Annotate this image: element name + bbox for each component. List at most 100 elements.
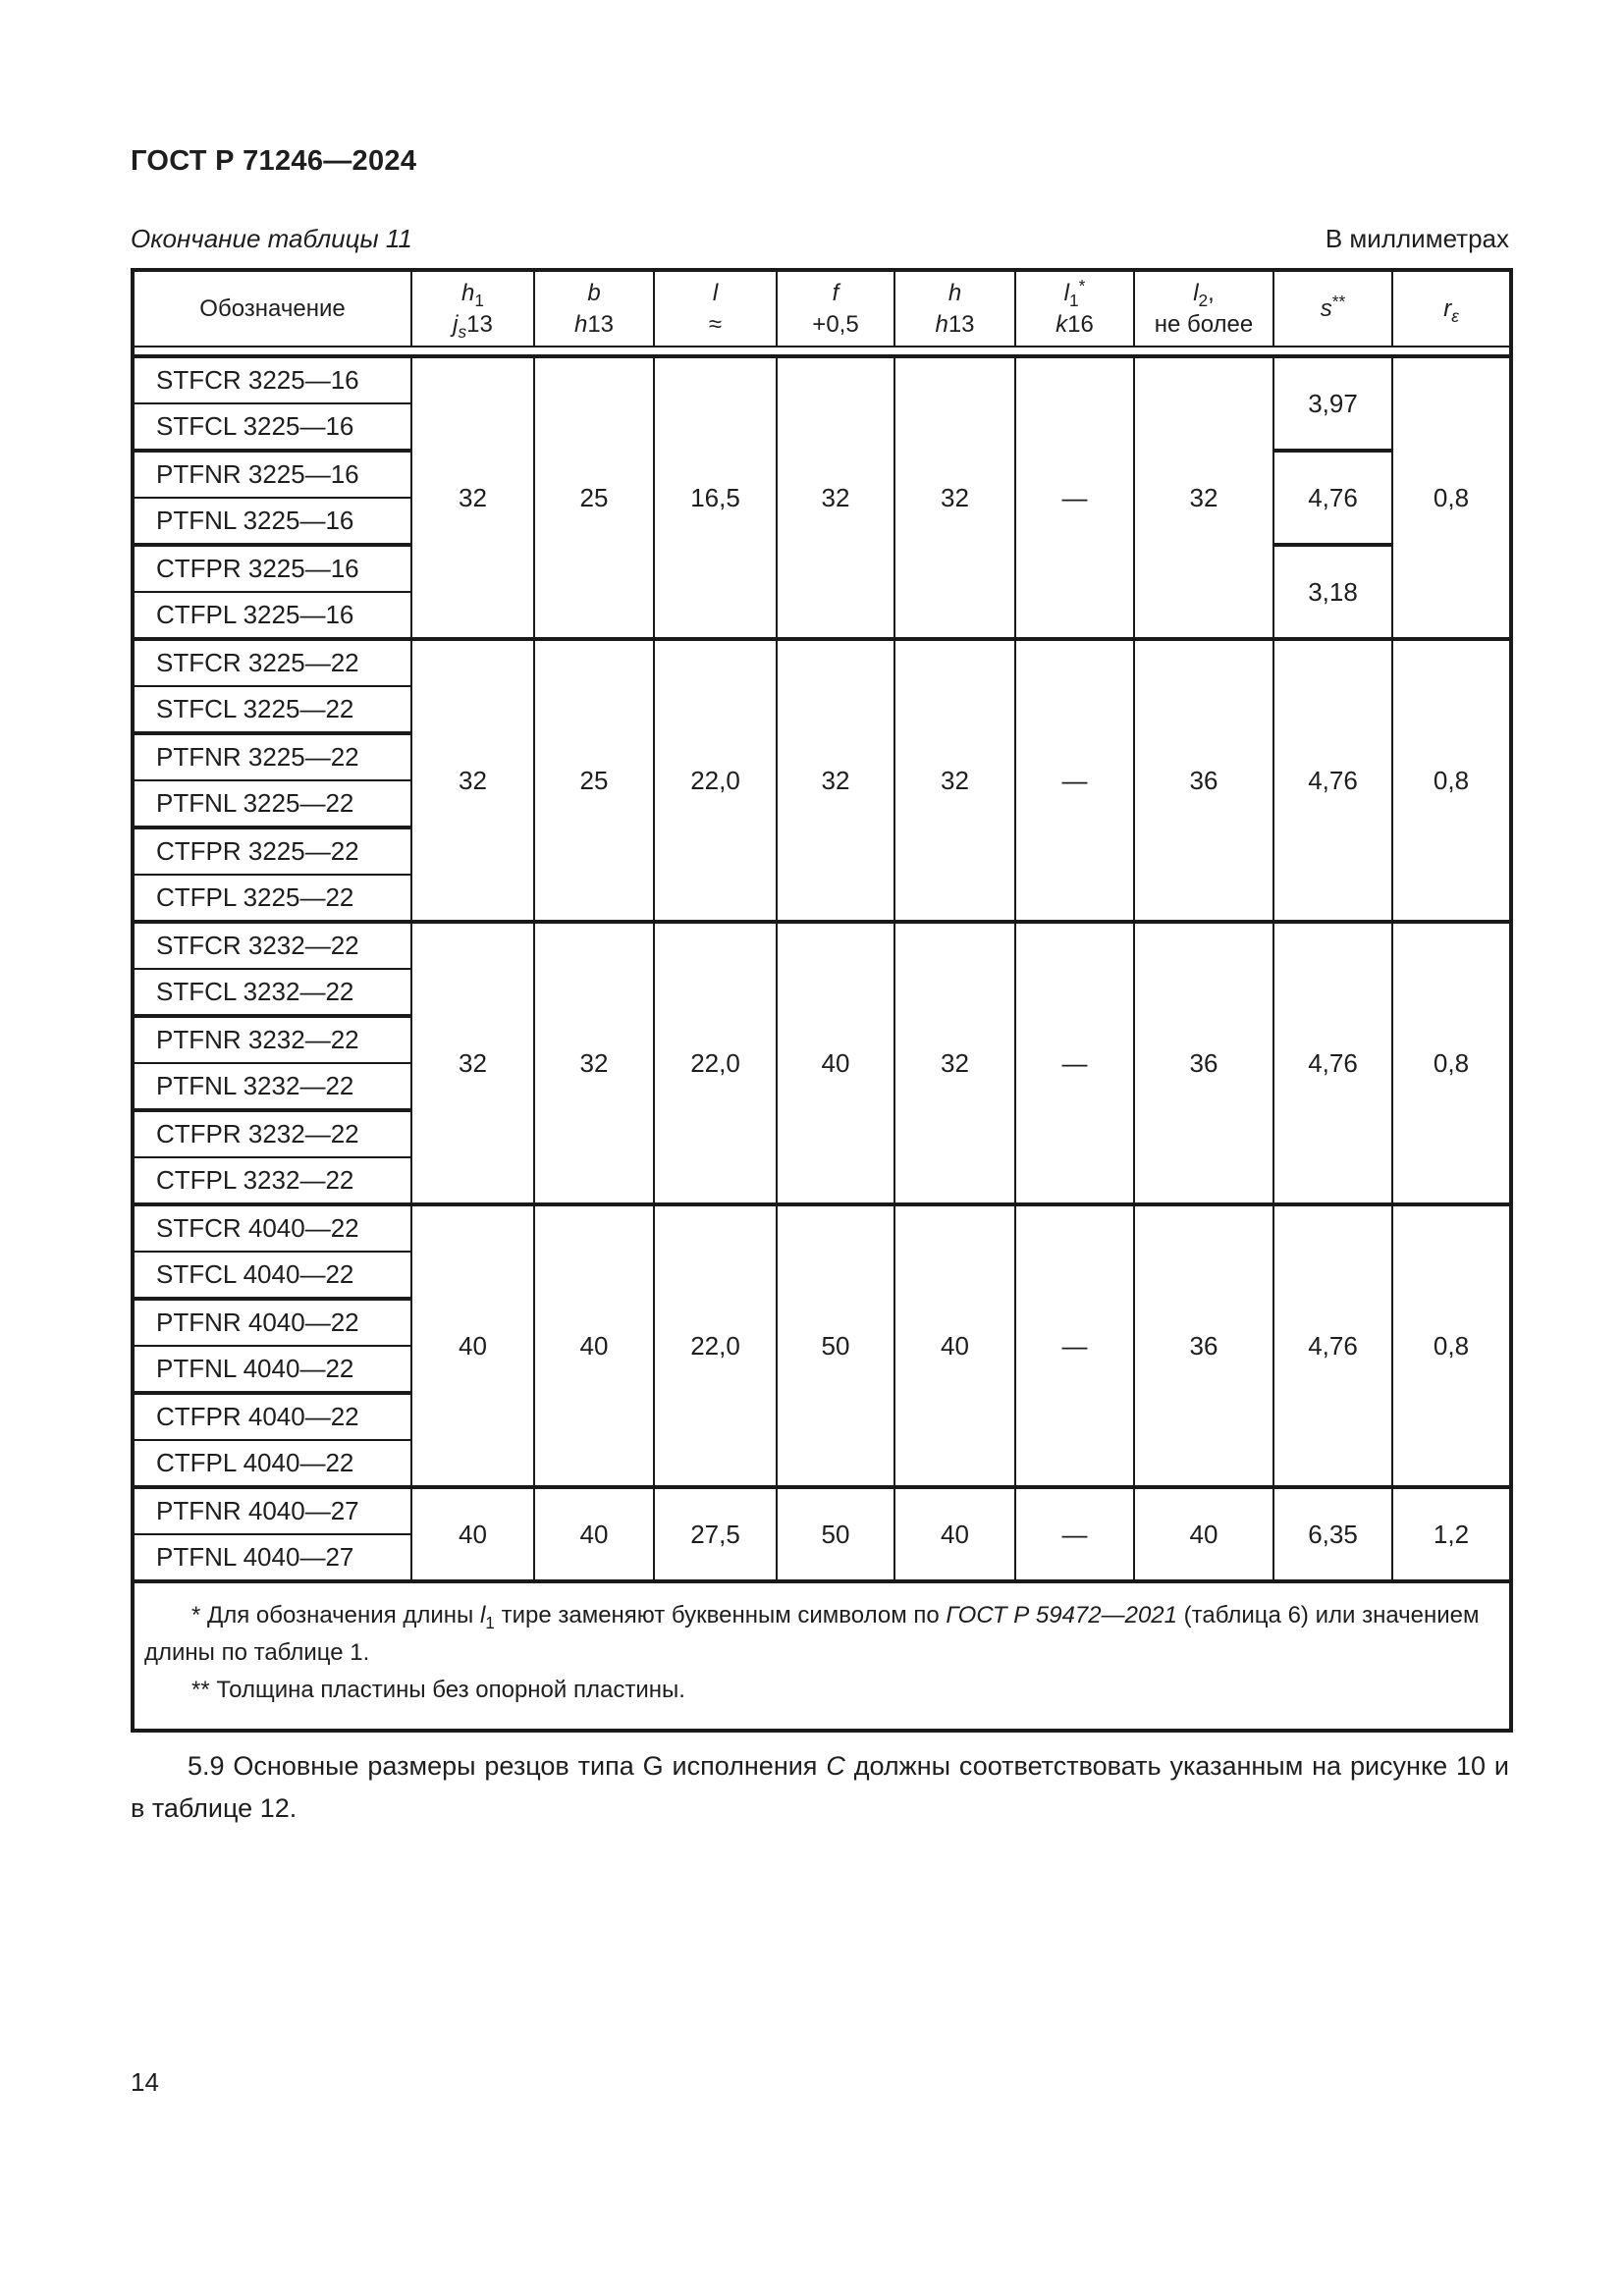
designation-cell: STFCL 3232—22: [132, 968, 412, 1018]
value-cell-s: 3,18: [1272, 544, 1393, 641]
table-row: PTFNR 4040—22: [132, 1298, 1511, 1347]
value-cell-h: 32: [893, 355, 1016, 641]
designation-cell: CTFPL 3232—22: [132, 1156, 412, 1206]
designation-cell: CTFPL 4040—22: [132, 1439, 412, 1489]
table-row: STFCR 3225—16 32 25 16,5 32 32 — 32 3,97…: [132, 355, 1512, 641]
value-cell-l1: —: [1014, 1203, 1135, 1489]
table-caption: Окончание таблицы 11: [131, 224, 412, 253]
designation-cell: PTFNL 3232—22: [132, 1062, 412, 1112]
designation-cell: STFCR 4040—22: [132, 1203, 412, 1253]
header-divider: [133, 346, 1511, 358]
table-row: CTFPL 4040—22: [132, 1439, 1511, 1489]
value-cell-l: 16,5: [653, 355, 778, 641]
value-cell-l: 22,0: [653, 638, 778, 924]
table-header-row: Обозначение h1 js13 b h13 l ≈ f +0,5 h h…: [132, 269, 1512, 347]
value-cell-f: 32: [776, 355, 895, 641]
table-caption-row: Окончание таблицы 11 В миллиметрах: [131, 224, 1509, 254]
value-cell-h1: 32: [410, 638, 535, 924]
designation-cell: PTFNL 4040—22: [132, 1345, 412, 1395]
value-cell-s: 4,76: [1272, 1203, 1393, 1489]
value-cell-re: 0,8: [1391, 638, 1512, 924]
table-row: STFCL 4040—22: [132, 1251, 1511, 1301]
designation-cell: STFCL 3225—16: [132, 402, 412, 453]
value-cell-f: 40: [776, 921, 895, 1206]
col-header-l2: l2, не более: [1133, 269, 1274, 347]
value-cell-f: 50: [776, 1486, 895, 1583]
value-cell-l1: —: [1014, 1486, 1135, 1583]
value-cell-b: 25: [533, 638, 655, 924]
designation-cell: STFCR 3225—22: [132, 638, 412, 687]
value-cell-s: 4,76: [1272, 638, 1393, 924]
value-cell-h1: 40: [410, 1486, 535, 1583]
footnotes-cell: * Для обозначения длины l1 тире заменяют…: [131, 1579, 1513, 1733]
designation-cell: PTFNR 3225—22: [132, 732, 412, 781]
designation-cell: PTFNR 3225—16: [132, 450, 412, 499]
table-row: PTFNL 3225—16: [132, 497, 1511, 547]
value-cell-h1: 32: [410, 921, 535, 1206]
value-cell-b: 40: [533, 1203, 655, 1489]
value-cell-l2: 40: [1133, 1486, 1274, 1583]
footnote-2: ** Толщина пластины без опорной пластины…: [191, 1676, 685, 1703]
value-cell-l1: —: [1014, 355, 1135, 641]
table-row: PTFNR 3225—16 4,76: [132, 450, 1511, 547]
table-row: CTFPL 3225—22: [132, 874, 1511, 924]
table-row: PTFNR 3232—22: [132, 1015, 1511, 1064]
col-header-f: f +0,5: [776, 269, 895, 347]
footnotes-row: * Для обозначения длины l1 тире заменяют…: [131, 1579, 1513, 1733]
col-header-b: b h13: [533, 269, 655, 347]
designation-cell: STFCL 3225—22: [132, 685, 412, 735]
value-cell-l: 22,0: [653, 921, 778, 1206]
col-header-h: h h13: [893, 269, 1016, 347]
table-row: STFCR 4040—22 40 40 22,0 50 40 — 36 4,76…: [132, 1203, 1512, 1489]
table-row: STFCL 3232—22: [132, 968, 1511, 1018]
table-row: CTFPL 3232—22: [132, 1156, 1511, 1206]
value-cell-s: 6,35: [1272, 1486, 1393, 1583]
units-label: В миллиметрах: [1325, 224, 1509, 253]
designation-cell: PTFNL 3225—22: [132, 779, 412, 829]
value-cell-h1: 40: [410, 1203, 535, 1489]
value-cell-l2: 36: [1133, 638, 1274, 924]
table-row: CTFPR 4040—22: [132, 1392, 1511, 1441]
table-row: PTFNL 4040—27: [132, 1533, 1511, 1583]
table-row: STFCR 3225—22 32 25 22,0 32 32 — 36 4,76…: [132, 638, 1512, 924]
col-header-l: l ≈: [653, 269, 778, 347]
table-row: PTFNR 4040—27 40 40 27,5 50 40 — 40 6,35…: [132, 1486, 1512, 1583]
table-row: PTFNL 4040—22: [132, 1345, 1511, 1395]
value-cell-h: 32: [893, 638, 1016, 924]
paragraph-5-9: 5.9 Основные размеры резцов типа G испол…: [131, 1751, 1509, 1824]
designation-cell: CTFPL 3225—22: [132, 874, 412, 924]
value-cell-b: 32: [533, 921, 655, 1206]
table-row: CTFPR 3225—16 3,18: [132, 544, 1511, 641]
col-header-re: rε: [1391, 269, 1512, 347]
value-cell-s: 4,76: [1272, 450, 1393, 547]
value-cell-b: 25: [533, 355, 655, 641]
value-cell-l: 22,0: [653, 1203, 778, 1489]
table-row: PTFNR 3225—22: [132, 732, 1511, 781]
value-cell-s: 3,97: [1272, 355, 1393, 453]
designation-cell: PTFNR 4040—27: [132, 1486, 412, 1535]
table-row: CTFPL 3225—16: [132, 591, 1511, 641]
value-cell-h: 40: [893, 1203, 1016, 1489]
table-row: STFCL 3225—22: [132, 685, 1511, 735]
value-cell-re: 1,2: [1391, 1486, 1512, 1583]
value-cell-l: 27,5: [653, 1486, 778, 1583]
value-cell-re: 0,8: [1391, 355, 1512, 641]
col-header-h1: h1 js13: [410, 269, 535, 347]
col-header-l1: l1* k16: [1014, 269, 1135, 347]
designation-cell: STFCR 3225—16: [132, 355, 412, 404]
footnote-1: * Для обозначения длины l1 тире заменяют…: [144, 1602, 1480, 1666]
designation-cell: CTFPR 3225—16: [132, 544, 412, 593]
table-row: PTFNL 3225—22: [132, 779, 1511, 829]
doc-code: ГОСТ Р 71246—2024: [131, 145, 417, 177]
designation-cell: CTFPL 3225—16: [132, 591, 412, 641]
value-cell-f: 32: [776, 638, 895, 924]
value-cell-h: 32: [893, 921, 1016, 1206]
value-cell-l1: —: [1014, 638, 1135, 924]
designation-cell: PTFNR 4040—22: [132, 1298, 412, 1347]
designation-cell: CTFPR 4040—22: [132, 1392, 412, 1441]
value-cell-l2: 36: [1133, 1203, 1274, 1489]
value-cell-l1: —: [1014, 921, 1135, 1206]
value-cell-b: 40: [533, 1486, 655, 1583]
value-cell-f: 50: [776, 1203, 895, 1489]
